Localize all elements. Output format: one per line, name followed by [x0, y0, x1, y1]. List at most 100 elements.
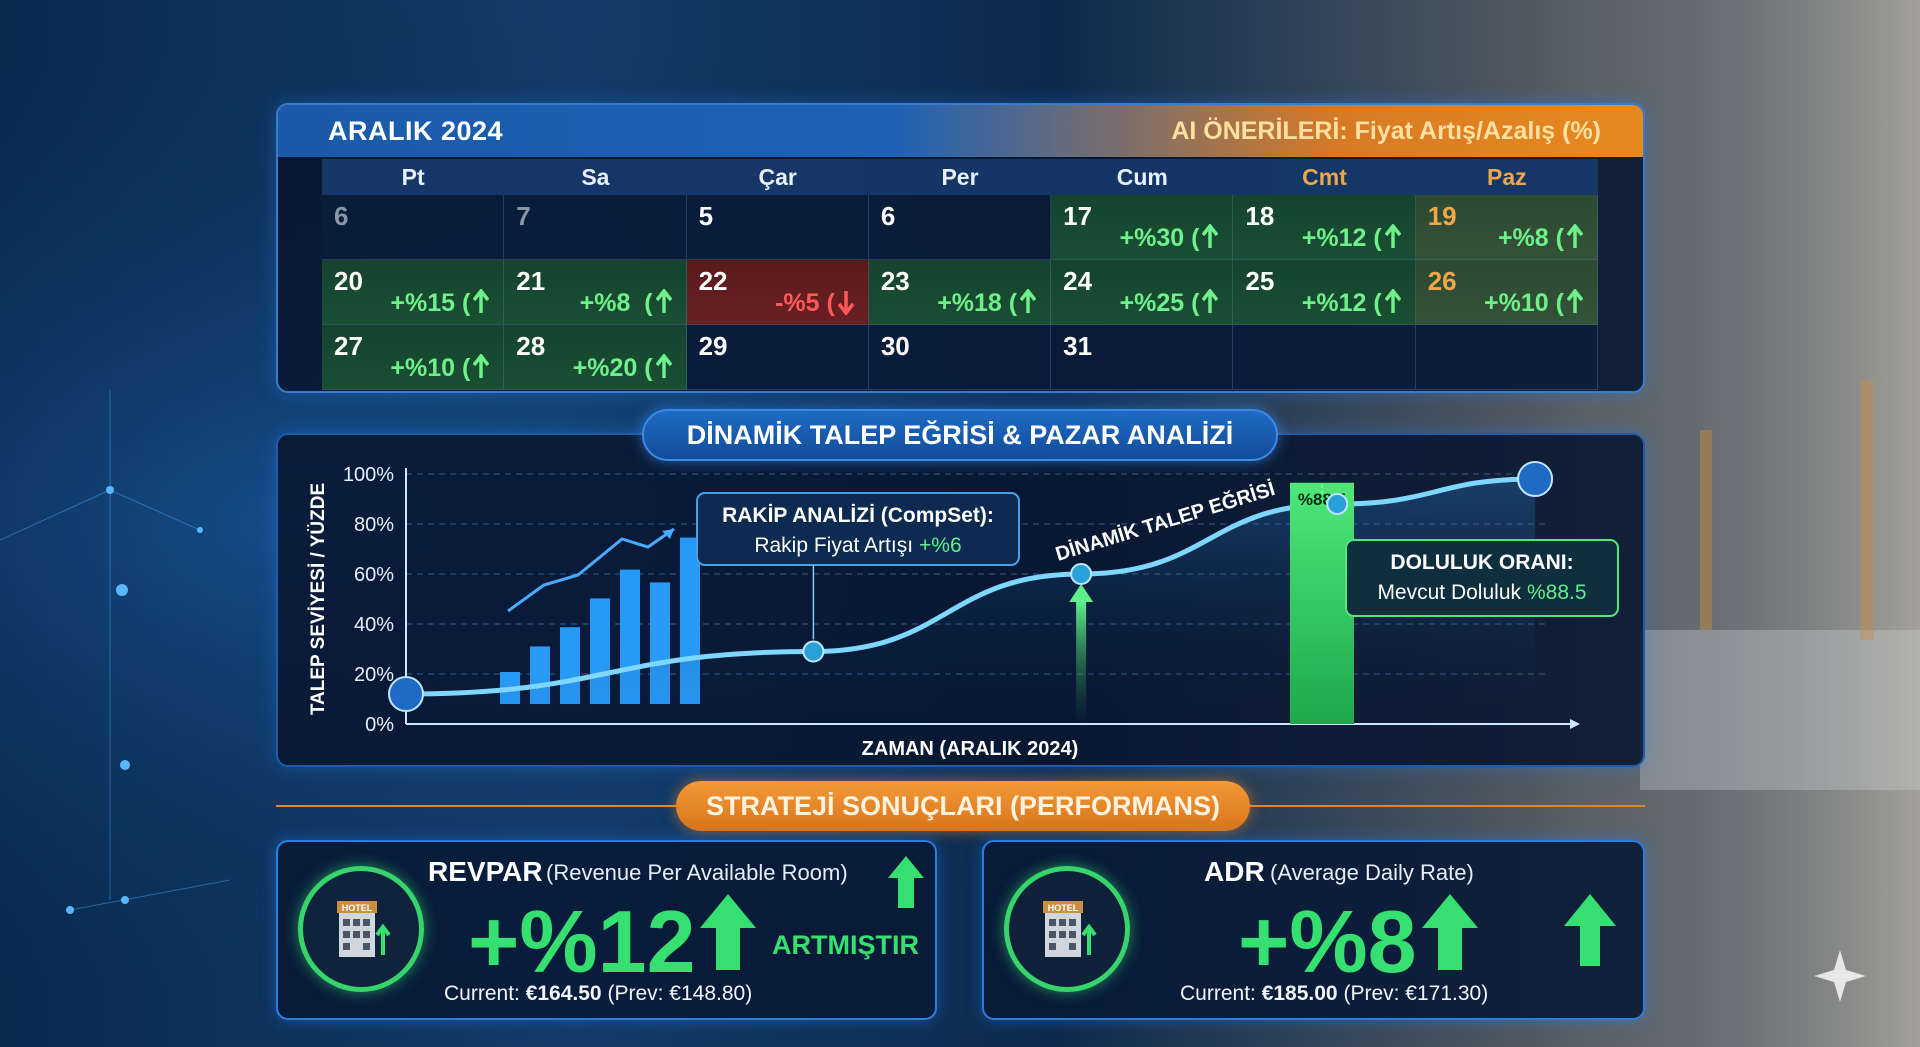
price-change: +%25 (: [1119, 288, 1219, 318]
compset-title: RAKİP ANALİZİ (CompSet):: [722, 504, 994, 527]
adr-value: +%8: [1238, 892, 1417, 991]
calendar-day-cell[interactable]: 5: [686, 195, 869, 260]
demand-chart-panel: 0% 20% 40% 60% 80% 100% TALEP SEVİYESİ / YÜZDE…: [276, 433, 1645, 767]
calendar-title: ARALIK 2024: [328, 116, 504, 146]
weekday-5: Cmt: [1302, 164, 1347, 190]
revpar-small-up-arrow-icon: [888, 856, 924, 908]
hotel-icon: HOTEL: [1004, 866, 1130, 992]
calendar-day-cell[interactable]: 24 +%25 (: [1051, 260, 1234, 325]
calendar-day-cell[interactable]: 28 +%20 (: [504, 325, 687, 390]
day-number: 6: [334, 201, 349, 231]
compset-value: +%6: [919, 534, 962, 557]
calendar-day-cell[interactable]: [1233, 325, 1416, 390]
adr-side-up-arrow-icon: [1564, 894, 1616, 966]
revpar-current: Current: €164.50 (Prev: €148.80): [444, 982, 752, 1006]
trend-line: [507, 527, 675, 613]
adr-description: (Average Daily Rate): [1270, 860, 1474, 885]
calendar-day-cell[interactable]: 29: [686, 325, 869, 390]
weekday-header: Pt Sa Çar Per Cum Cmt Paz: [322, 159, 1598, 195]
calendar-day-cell[interactable]: 26 +%10 (: [1415, 260, 1598, 325]
price-change: +%10 (: [1484, 288, 1584, 318]
day-number: 20: [334, 266, 363, 296]
calendar-day-cell[interactable]: 25 +%12 (: [1233, 260, 1416, 325]
calendar-day-cell[interactable]: 6: [322, 195, 505, 260]
calendar-day-cell[interactable]: 7: [504, 195, 687, 260]
price-change-text: +%10 (: [1484, 289, 1564, 317]
price-change-text: +%12 (: [1301, 224, 1382, 252]
price-change-text: +%10 (: [390, 354, 471, 382]
day-number: 19: [1427, 201, 1457, 231]
calendar-grid: Pt Sa Çar Per Cum Cmt Paz 6 7 5 6 17 +%30 (18 +%12 (…: [322, 159, 1598, 390]
occupancy-bar: [1290, 482, 1354, 724]
revpar-current-label: Current:: [444, 982, 520, 1005]
revpar-value: +%12: [468, 892, 696, 991]
up-arrow-icon: [1384, 288, 1402, 313]
calendar-header: ARALIK 2024 AI ÖNERİLERİ: Fiyat Artış/Az…: [278, 105, 1643, 157]
adr-card: HOTEL ADR (Average Daily Rate) +%8 Curre…: [982, 840, 1645, 1020]
calendar-day-cell[interactable]: 21 +%8 (: [504, 260, 687, 325]
occupancy-label: Mevcut Doluluk: [1377, 581, 1521, 604]
weekday-1: Sa: [581, 164, 610, 190]
hotel-sign: HOTEL: [342, 903, 373, 913]
calendar-day-cell[interactable]: 27 +%10 (: [322, 325, 505, 390]
down-arrow-icon: [837, 291, 855, 316]
occupancy-value: %88.5: [1527, 581, 1587, 604]
up-arrow-icon: [655, 353, 672, 378]
price-change-text: +%15 (: [390, 289, 471, 317]
calendar-day-cell[interactable]: 6: [868, 195, 1052, 260]
calendar-day-cell[interactable]: 31: [1051, 325, 1234, 390]
compset-text: Rakip Fiyat Artışı +%6: [754, 534, 961, 557]
day-number: 6: [880, 201, 896, 231]
up-arrow-icon: [1202, 288, 1219, 313]
calendar-week-row: 20 +%15 ( 21 +%8 ( 22 -%5 ( 23 +%18 ( 24 +%25 ( 25…: [322, 260, 1598, 325]
price-change: +%8 (: [580, 288, 672, 318]
day-number: 29: [698, 331, 728, 361]
occupancy-marker-icon: [1326, 493, 1349, 515]
price-change: +%15 (: [390, 288, 490, 318]
adr-name: ADR: [1204, 856, 1265, 887]
hotel-sign: HOTEL: [1048, 903, 1079, 913]
calendar-panel: ARALIK 2024 AI ÖNERİLERİ: Fiyat Artış/Az…: [276, 103, 1645, 393]
adr-current-value: €185.00: [1261, 982, 1338, 1005]
day-number: 23: [880, 266, 910, 296]
ai-recommendations-label: AI ÖNERİLERİ: Fiyat Artış/Azalış (%): [1171, 117, 1601, 145]
calendar-day-cell[interactable]: 19 +%8 (: [1415, 195, 1598, 260]
calendar-day-cell[interactable]: 17 +%30 (: [1051, 195, 1234, 260]
day-number: 21: [516, 266, 546, 296]
y-tick-label: 40%: [354, 614, 394, 636]
compset-box: [696, 492, 1020, 566]
occupancy-box: [1345, 539, 1619, 617]
demand-rise-bar: [1076, 602, 1087, 724]
day-number: 24: [1063, 266, 1093, 296]
up-arrow-icon: [472, 288, 490, 313]
calendar-day-cell[interactable]: 22 -%5 (: [686, 260, 869, 325]
price-change-text: -%5 (: [775, 289, 835, 317]
up-arrow-icon: [1019, 288, 1037, 313]
revpar-status: ARTMIŞTIR: [772, 930, 919, 960]
day-number: 7: [516, 201, 531, 231]
revpar-prev-value: (Prev: €148.80): [607, 982, 753, 1005]
price-change-text: +%18 (: [937, 289, 1018, 317]
day-number: 22: [698, 266, 728, 296]
calendar-day-cell[interactable]: 30: [868, 325, 1052, 390]
occupancy-text: Mevcut Doluluk %88.5: [1377, 581, 1586, 604]
calendar-weeks: 6 7 5 6 17 +%30 (18 +%12 (19 +%8 (20 +%15 (21 +%8…: [322, 195, 1598, 390]
x-axis-label: ZAMAN (ARALIK 2024): [862, 738, 1079, 760]
calendar-day-cell[interactable]: 23 +%18 (: [868, 260, 1052, 325]
demand-curve: [405, 476, 1536, 697]
chart-start-icon: [388, 676, 424, 712]
calendar-day-cell[interactable]: 18 +%12 (: [1233, 195, 1416, 260]
day-number: 31: [1063, 331, 1093, 361]
price-change: +%10 (: [390, 353, 490, 383]
y-tick-label: 20%: [354, 664, 394, 686]
hotel-marker-icon: [1517, 461, 1554, 497]
y-tick-label: 80%: [354, 514, 394, 536]
weekday-0: Pt: [401, 164, 425, 190]
price-change: +%12 (: [1301, 223, 1402, 253]
up-arrow-icon: [1566, 223, 1584, 248]
revpar-description: (Revenue Per Available Room): [546, 860, 848, 885]
price-change-text: +%20 (: [572, 354, 653, 382]
calendar-day-cell[interactable]: [1415, 325, 1598, 390]
up-arrow-icon: [1384, 223, 1402, 248]
calendar-day-cell[interactable]: 20 +%15 (: [322, 260, 505, 325]
